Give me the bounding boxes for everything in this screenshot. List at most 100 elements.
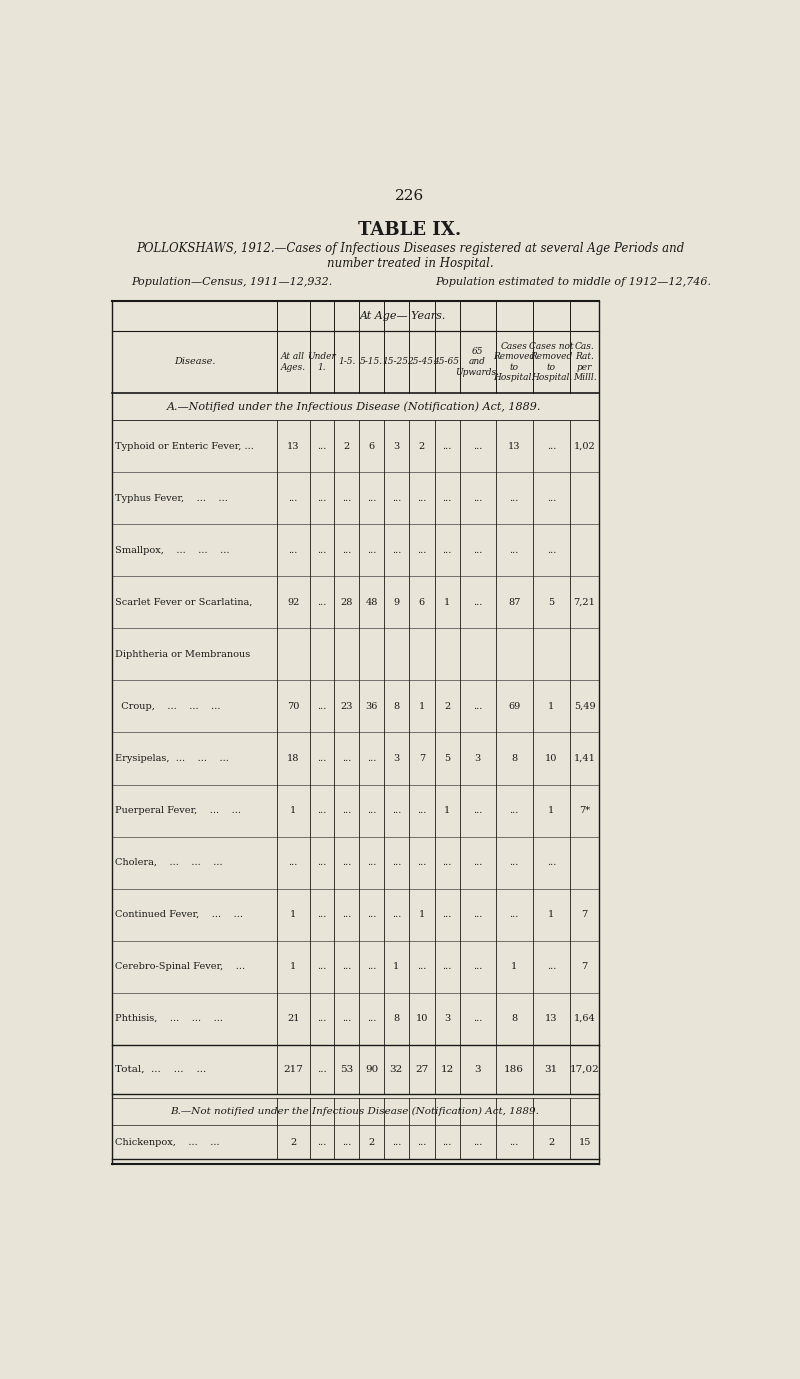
Text: 15-25.: 15-25. — [382, 357, 410, 367]
Text: Cas.
Rat.
per
Milll.: Cas. Rat. per Milll. — [573, 342, 596, 382]
Text: Puerperal Fever,    ...    ...: Puerperal Fever, ... ... — [115, 807, 241, 815]
Text: Cholera,    ...    ...    ...: Cholera, ... ... ... — [115, 858, 222, 867]
Text: 21: 21 — [287, 1014, 299, 1023]
Text: 65
and
Upwards.: 65 and Upwards. — [455, 348, 499, 376]
Text: ...: ... — [546, 494, 556, 503]
Text: ...: ... — [510, 546, 519, 554]
Text: Erysipelas,  ...    ...    ...: Erysipelas, ... ... ... — [115, 754, 229, 763]
Text: 8: 8 — [394, 702, 399, 712]
Text: 13: 13 — [287, 441, 299, 451]
Text: 3: 3 — [394, 441, 399, 451]
Text: ...: ... — [367, 807, 376, 815]
Text: Cases not
Removed
to
Hospital.: Cases not Removed to Hospital. — [529, 342, 574, 382]
Text: Population estimated to middle of 1912—12,746.: Population estimated to middle of 1912—1… — [435, 277, 710, 287]
Text: Diphtheria or Membranous: Diphtheria or Membranous — [115, 650, 250, 659]
Text: POLLOKSHAWS, 1912.—Cases of Infectious Diseases registered at several Age Period: POLLOKSHAWS, 1912.—Cases of Infectious D… — [136, 241, 684, 255]
Text: ...: ... — [473, 963, 482, 971]
Text: ...: ... — [342, 546, 351, 554]
Text: B.—Not notified under the Infectious Disease (Notification) Act, 1889.: B.—Not notified under the Infectious Dis… — [170, 1107, 538, 1116]
Text: ...: ... — [417, 546, 426, 554]
Text: 53: 53 — [340, 1065, 354, 1074]
Text: ...: ... — [392, 858, 401, 867]
Text: ...: ... — [417, 494, 426, 503]
Text: ...: ... — [473, 1014, 482, 1023]
Text: At Age— Years.: At Age— Years. — [359, 312, 446, 321]
Text: 217: 217 — [283, 1065, 303, 1074]
Text: ...: ... — [318, 1014, 326, 1023]
Text: 10: 10 — [415, 1014, 428, 1023]
Text: 1: 1 — [444, 807, 450, 815]
Text: ...: ... — [342, 1014, 351, 1023]
Text: ...: ... — [442, 963, 452, 971]
Text: 1,41: 1,41 — [574, 754, 595, 763]
Text: Typhoid or Enteric Fever, ...: Typhoid or Enteric Fever, ... — [115, 441, 254, 451]
Text: ...: ... — [342, 858, 351, 867]
Text: 1,02: 1,02 — [574, 441, 595, 451]
Text: Croup,    ...    ...    ...: Croup, ... ... ... — [115, 702, 220, 712]
Text: ...: ... — [442, 546, 452, 554]
Text: ...: ... — [342, 494, 351, 503]
Text: ...: ... — [318, 807, 326, 815]
Text: 45-65.: 45-65. — [433, 357, 462, 367]
Text: Cases
Removed
to
Hospital.: Cases Removed to Hospital. — [493, 342, 535, 382]
Text: ...: ... — [442, 910, 452, 918]
Text: ...: ... — [417, 858, 426, 867]
Text: ...: ... — [318, 702, 326, 712]
Text: ...: ... — [442, 494, 452, 503]
Text: ...: ... — [473, 807, 482, 815]
Text: Under
1.: Under 1. — [307, 352, 336, 371]
Text: 18: 18 — [287, 754, 299, 763]
Text: ...: ... — [417, 807, 426, 815]
Text: ...: ... — [342, 1138, 351, 1147]
Text: 5,49: 5,49 — [574, 702, 595, 712]
Text: ...: ... — [510, 1138, 519, 1147]
Text: At all
Ages.: At all Ages. — [281, 352, 306, 371]
Text: 5: 5 — [548, 598, 554, 607]
Text: ...: ... — [546, 441, 556, 451]
Text: ...: ... — [318, 441, 326, 451]
Text: 3: 3 — [474, 754, 481, 763]
Text: Typhus Fever,    ...    ...: Typhus Fever, ... ... — [115, 494, 228, 503]
Text: Smallpox,    ...    ...    ...: Smallpox, ... ... ... — [115, 546, 230, 554]
Text: 1: 1 — [290, 963, 296, 971]
Text: ...: ... — [546, 963, 556, 971]
Text: ...: ... — [417, 963, 426, 971]
Text: 5-15.: 5-15. — [360, 357, 383, 367]
Text: ...: ... — [367, 858, 376, 867]
Text: 13: 13 — [545, 1014, 558, 1023]
Text: Cerebro-Spinal Fever,    ...: Cerebro-Spinal Fever, ... — [115, 963, 245, 971]
Text: 92: 92 — [287, 598, 299, 607]
Text: 7: 7 — [418, 754, 425, 763]
Text: A.—Notified under the Infectious Disease (Notification) Act, 1889.: A.—Notified under the Infectious Disease… — [167, 401, 542, 412]
Text: 13: 13 — [508, 441, 521, 451]
Text: 1: 1 — [444, 598, 450, 607]
Text: Continued Fever,    ...    ...: Continued Fever, ... ... — [115, 910, 243, 918]
Text: Phthisis,    ...    ...    ...: Phthisis, ... ... ... — [115, 1014, 223, 1023]
Text: TABLE IX.: TABLE IX. — [358, 221, 462, 239]
Text: 15: 15 — [578, 1138, 590, 1147]
Text: 10: 10 — [545, 754, 558, 763]
Text: 8: 8 — [394, 1014, 399, 1023]
Text: ...: ... — [392, 546, 401, 554]
Text: ...: ... — [342, 807, 351, 815]
Text: 9: 9 — [394, 598, 399, 607]
Text: ...: ... — [318, 598, 326, 607]
Text: ...: ... — [318, 858, 326, 867]
Text: 1-5.: 1-5. — [338, 357, 355, 367]
Text: 3: 3 — [444, 1014, 450, 1023]
Text: ...: ... — [417, 1138, 426, 1147]
Text: 226: 226 — [395, 189, 425, 203]
Text: ...: ... — [342, 910, 351, 918]
Text: 3: 3 — [394, 754, 399, 763]
Text: number treated in Hospital.: number treated in Hospital. — [326, 256, 494, 270]
Text: ...: ... — [392, 1138, 401, 1147]
Text: 1: 1 — [418, 702, 425, 712]
Text: 27: 27 — [415, 1065, 429, 1074]
Text: ...: ... — [342, 963, 351, 971]
Text: 6: 6 — [418, 598, 425, 607]
Text: ...: ... — [367, 910, 376, 918]
Text: ...: ... — [546, 546, 556, 554]
Text: 186: 186 — [504, 1065, 524, 1074]
Text: ...: ... — [473, 702, 482, 712]
Text: Disease.: Disease. — [174, 357, 215, 367]
